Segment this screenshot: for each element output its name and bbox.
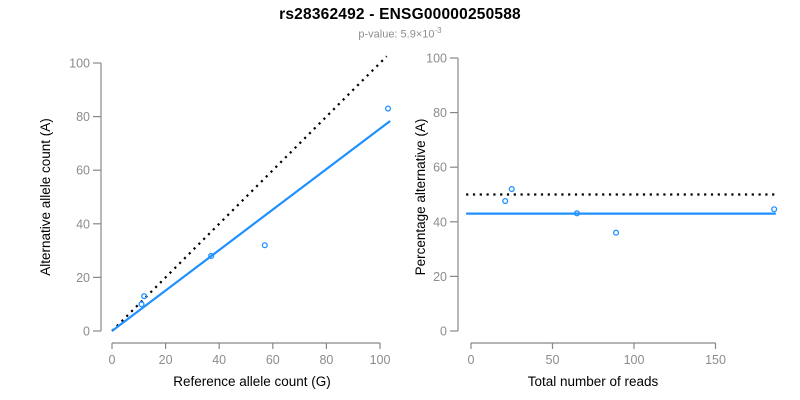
x-tick-label: 0 (109, 353, 116, 367)
x-tick-label: 40 (212, 353, 226, 367)
data-point (573, 210, 581, 217)
y-axis-title: Alternative allele count (A) (38, 118, 53, 276)
x-tick-label: 80 (319, 353, 333, 367)
regression-line (111, 120, 391, 332)
x-tick-label: 100 (624, 353, 645, 367)
x-tick-label: 150 (705, 353, 726, 367)
y-tick-label: 40 (433, 215, 447, 229)
identity-line (111, 55, 388, 332)
figure-title: rs28362492 - ENSG00000250588 (279, 6, 521, 23)
y-tick-label: 40 (76, 217, 90, 231)
subtitle-text: p-value: 5.9×10 (358, 28, 435, 41)
data-point (508, 185, 515, 193)
data-point (613, 229, 620, 236)
y-tick-label: 20 (433, 270, 447, 284)
data-point (141, 293, 148, 300)
data-point (384, 105, 392, 112)
y-tick-label: 80 (76, 110, 90, 124)
y-tick-label: 100 (426, 52, 447, 66)
y-tick-label: 80 (433, 106, 447, 120)
data-point (261, 242, 268, 249)
y-tick-label: 60 (433, 161, 447, 175)
y-tick-label: 0 (83, 325, 90, 339)
x-axis-title: Reference allele count (G) (173, 374, 331, 389)
x-tick-label: 20 (159, 353, 173, 367)
data-point (138, 301, 145, 308)
y-axis-title: Percentage alternative (A) (413, 119, 428, 276)
y-tick-label: 60 (76, 164, 90, 178)
x-tick-label: 0 (468, 353, 475, 367)
x-tick-label: 50 (546, 353, 560, 367)
right-scatter-plot: 0 50 100 150 0 20 40 60 80 100 Total number of rea… (413, 52, 778, 389)
data-point (502, 198, 509, 205)
data-point (208, 252, 215, 260)
y-tick-label: 20 (76, 271, 90, 285)
y-tick-label: 0 (440, 325, 447, 339)
figure-subtitle: p-value: 5.9×10-3 (0, 26, 800, 41)
x-tick-label: 60 (266, 353, 280, 367)
x-axis-title: Total number of reads (528, 374, 659, 389)
left-scatter-plot: 0 20 40 60 80 100 0 20 40 60 80 100 Reference allele… (38, 55, 392, 389)
data-point (771, 206, 778, 213)
y-tick-label: 100 (69, 57, 90, 71)
subtitle-exponent: -3 (434, 26, 442, 35)
x-tick-label: 100 (370, 353, 391, 367)
